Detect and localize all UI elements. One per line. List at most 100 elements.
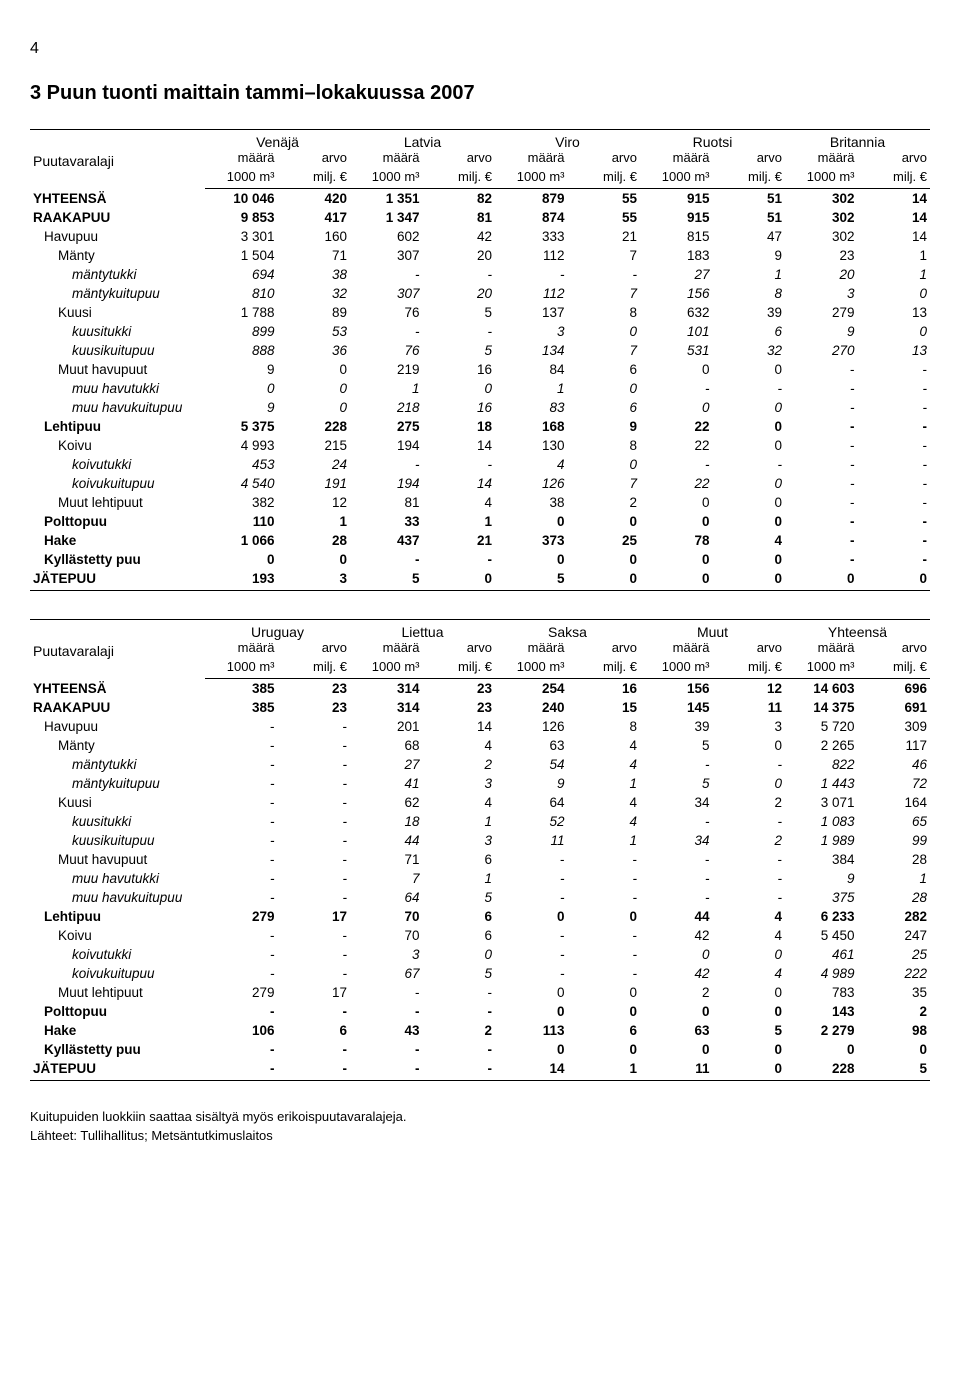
cell: - [423,322,496,341]
cell: 270 [785,341,858,360]
cell: 34 [640,831,713,850]
unit-m3: 1000 m³ [785,167,858,189]
cell: 0 [713,417,786,436]
row-label: JÄTEPUU [30,569,205,591]
cell: 0 [568,455,641,474]
row-label: muu havutukki [30,379,205,398]
row-label: koivukuitupuu [30,474,205,493]
row-label: Koivu [30,926,205,945]
subheader-arvo: arvo [423,640,496,657]
cell: 38 [495,493,568,512]
subheader-arvo: arvo [568,640,641,657]
cell: 420 [278,189,351,209]
page-number: 4 [30,40,930,58]
cell: - [568,964,641,983]
cell: 385 [205,698,278,717]
cell: 0 [568,322,641,341]
cell: 0 [568,1002,641,1021]
cell: - [278,1040,351,1059]
cell: - [205,812,278,831]
country-header: Ruotsi [640,130,785,151]
cell: 64 [495,793,568,812]
cell: 42 [640,926,713,945]
cell: 8 [713,284,786,303]
cell: - [350,550,423,569]
country-header: Muut [640,620,785,641]
row-label: kuusitukki [30,812,205,831]
cell: 302 [785,189,858,209]
cell: 20 [785,265,858,284]
cell: 194 [350,474,423,493]
row-label: Kyllästetty puu [30,550,205,569]
cell: - [568,888,641,907]
table-row: mäntytukki--272544--82246 [30,755,930,774]
cell: 437 [350,531,423,550]
cell: 0 [495,550,568,569]
corner-label: Puutavaralaji [30,620,205,679]
cell: 10 046 [205,189,278,209]
cell: 5 [495,569,568,591]
cell: 815 [640,227,713,246]
cell: 23 [423,698,496,717]
cell: 5 375 [205,417,278,436]
cell: 112 [495,246,568,265]
cell: 193 [205,569,278,591]
cell: 27 [640,265,713,284]
cell: 5 [640,736,713,755]
cell: - [423,983,496,1002]
cell: 1 [350,379,423,398]
cell: - [278,1002,351,1021]
row-label: Muut havupuut [30,850,205,869]
cell: 0 [278,398,351,417]
cell: 28 [858,888,931,907]
cell: 21 [423,531,496,550]
cell: 1 [568,1059,641,1081]
cell: - [568,926,641,945]
cell: 5 450 [785,926,858,945]
cell: 2 [423,755,496,774]
cell: 4 989 [785,964,858,983]
cell: 9 [205,398,278,417]
cell: 0 [640,945,713,964]
row-label: muu havutukki [30,869,205,888]
cell: - [858,550,931,569]
cell: 4 540 [205,474,278,493]
cell: 6 [713,322,786,341]
cell: - [858,398,931,417]
cell: 84 [495,360,568,379]
cell: 0 [568,512,641,531]
cell: 113 [495,1021,568,1040]
cell: 1 [858,265,931,284]
cell: 99 [858,831,931,850]
cell: 4 [423,736,496,755]
row-label: Havupuu [30,227,205,246]
cell: 0 [858,284,931,303]
cell: 62 [350,793,423,812]
cell: 14 375 [785,698,858,717]
cell: 36 [278,341,351,360]
cell: 228 [785,1059,858,1081]
cell: 51 [713,208,786,227]
unit-m3: 1000 m³ [785,657,858,679]
country-header: Uruguay [205,620,350,641]
cell: 14 [423,474,496,493]
cell: 0 [495,1040,568,1059]
cell: - [640,812,713,831]
cell: 52 [495,812,568,831]
cell: 5 [423,303,496,322]
cell: 307 [350,246,423,265]
cell: 4 [713,964,786,983]
cell: 134 [495,341,568,360]
cell: 0 [640,512,713,531]
cell: 696 [858,679,931,699]
cell: 279 [205,983,278,1002]
cell: 5 720 [785,717,858,736]
cell: 0 [205,550,278,569]
cell: 2 [568,493,641,512]
row-label: kuusikuitupuu [30,341,205,360]
cell: 0 [423,569,496,591]
cell: 7 [350,869,423,888]
cell: 76 [350,303,423,322]
subheader-arvo: arvo [713,150,786,167]
cell: 691 [858,698,931,717]
